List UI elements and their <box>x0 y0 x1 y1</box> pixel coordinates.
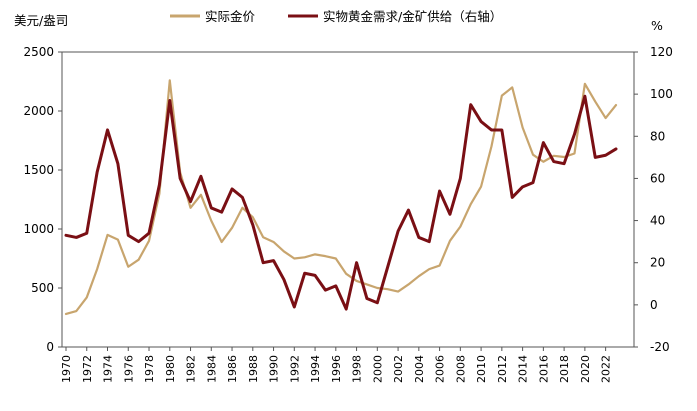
x-tick-label: 2000 <box>371 355 384 383</box>
right-tick-label: 120 <box>650 45 673 59</box>
x-tick-label: 2014 <box>517 355 530 383</box>
x-tick-label: 1994 <box>309 355 322 383</box>
x-tick-label: 1992 <box>288 355 301 383</box>
series-line-real-gold-price <box>64 79 618 316</box>
left-tick-label: 1500 <box>23 163 54 177</box>
left-axis-unit: 美元/盎司 <box>14 13 68 28</box>
x-tick-label: 1984 <box>205 355 218 383</box>
series-line-demand-supply-ratio <box>64 94 618 311</box>
x-tick-label: 1976 <box>122 355 135 383</box>
left-tick-label: 2000 <box>23 104 54 118</box>
right-axis-unit: % <box>651 18 663 33</box>
x-tick-label: 2020 <box>579 355 592 383</box>
right-tick-label: 20 <box>650 256 665 270</box>
x-tick-label: 2018 <box>558 355 571 383</box>
right-tick-label: 40 <box>650 214 665 228</box>
x-tick-label: 1982 <box>185 355 198 383</box>
left-axis-ticks: 0 500 1000 1500 2000 2500 <box>23 45 62 354</box>
x-tick-label: 2016 <box>537 355 550 383</box>
x-tick-label: 1970 <box>60 355 73 383</box>
x-tick-label: 1996 <box>330 355 343 383</box>
right-tick-label: 100 <box>650 87 673 101</box>
left-tick-label: 2500 <box>23 45 54 59</box>
right-tick-label: -20 <box>650 340 670 354</box>
x-tick-label: 1980 <box>164 355 177 383</box>
legend-label-demand-supply-ratio: 实物黄金需求/金矿供给（右轴） <box>323 9 502 24</box>
left-tick-label: 0 <box>46 340 54 354</box>
right-tick-label: 0 <box>650 298 658 312</box>
x-tick-label: 2010 <box>475 355 488 383</box>
x-tick-label: 1974 <box>102 355 115 383</box>
x-tick-label: 2006 <box>434 355 447 383</box>
legend: 实际金价 实物黄金需求/金矿供给（右轴） <box>170 9 502 24</box>
right-axis-ticks: -20 0 20 40 60 80 100 120 <box>634 45 673 354</box>
right-tick-label: 60 <box>650 171 665 185</box>
x-tick-label: 1990 <box>268 355 281 383</box>
x-tick-label: 1972 <box>81 355 94 383</box>
x-tick-label: 2002 <box>392 355 405 383</box>
x-tick-label: 2012 <box>496 355 509 383</box>
left-tick-label: 500 <box>31 281 54 295</box>
x-tick-label: 2008 <box>454 355 467 383</box>
x-tick-label: 2022 <box>600 355 613 383</box>
plot-area <box>61 51 635 348</box>
series-layer <box>64 79 618 316</box>
x-tick-label: 1998 <box>351 355 364 383</box>
x-tick-label: 2004 <box>413 355 426 383</box>
legend-label-real-gold-price: 实际金价 <box>205 9 256 24</box>
x-axis-ticks: 1970 1972 1974 1976 1978 1980 1982 1984 1986 1988… <box>60 347 613 383</box>
x-tick-label: 1986 <box>226 355 239 383</box>
right-tick-label: 80 <box>650 129 665 143</box>
x-tick-label: 1988 <box>247 355 260 383</box>
x-tick-label: 1978 <box>143 355 156 383</box>
left-tick-label: 1000 <box>23 222 54 236</box>
